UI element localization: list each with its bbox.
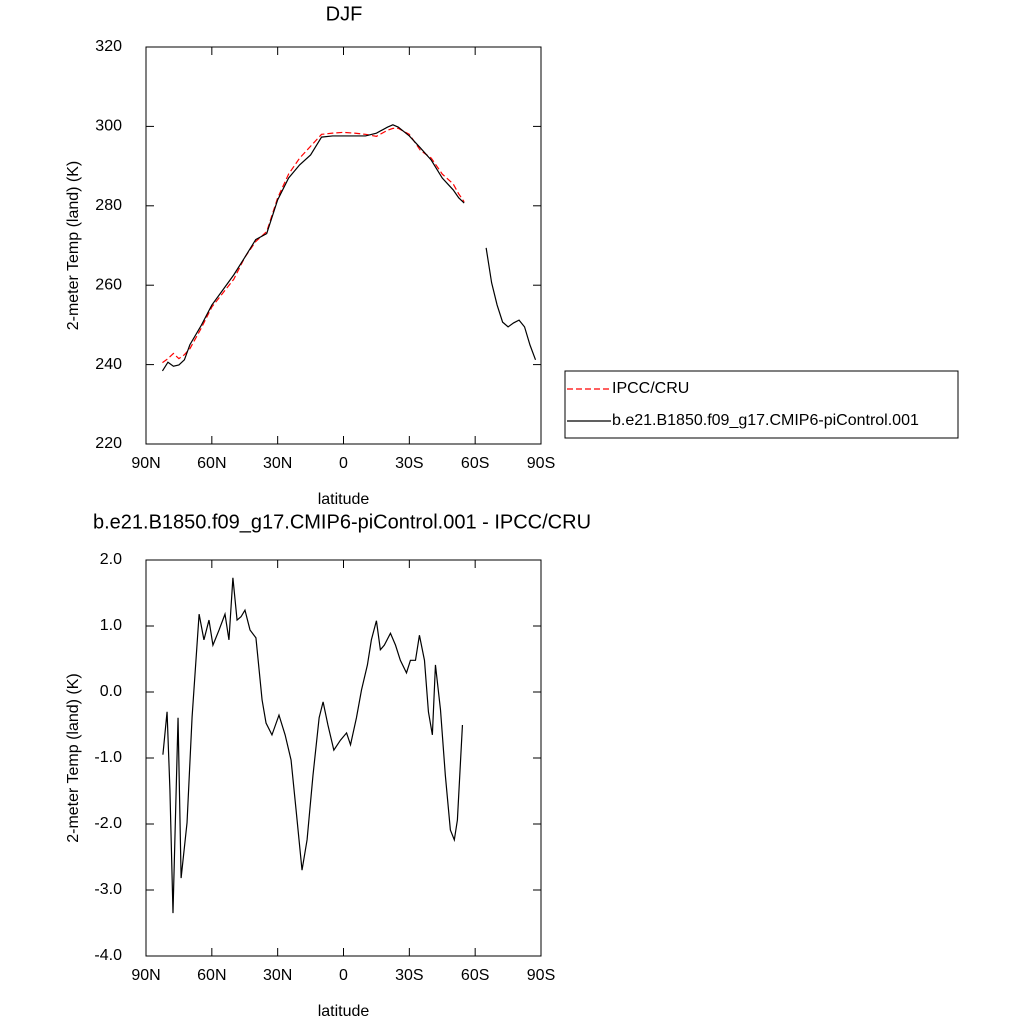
- x-tick-label: 60N: [197, 967, 226, 984]
- y-axis-label: 2-meter Temp (land) (K): [65, 673, 82, 843]
- x-tick-label: 30S: [395, 967, 423, 984]
- x-tick-label: 0: [339, 967, 348, 984]
- plot-frame: [145, 46, 542, 445]
- y-tick-label: 220: [95, 435, 122, 452]
- x-tick-label: 30N: [263, 967, 292, 984]
- x-axis-label: latitude: [318, 1003, 370, 1020]
- legend-label: b.e21.B1850.f09_g17.CMIP6-piControl.001: [612, 412, 919, 429]
- x-tick-label: 0: [339, 455, 348, 472]
- data-line: [162, 577, 464, 914]
- y-tick-label: -2.0: [94, 815, 122, 832]
- legend-box: [564, 370, 959, 439]
- x-tick-label: 60S: [461, 967, 489, 984]
- data-line: [485, 247, 537, 361]
- y-axis-label: 2-meter Temp (land) (K): [65, 161, 82, 331]
- legend-label: IPCC/CRU: [612, 380, 689, 397]
- y-tick-label: 240: [95, 356, 122, 373]
- y-tick-label: -4.0: [94, 947, 122, 964]
- chart-title: DJF: [326, 3, 363, 25]
- y-tick-label: 320: [95, 38, 122, 55]
- x-tick-label: 60N: [197, 455, 226, 472]
- x-tick-label: 90N: [131, 455, 160, 472]
- y-tick-label: 2.0: [100, 551, 122, 568]
- y-tick-label: -3.0: [94, 881, 122, 898]
- x-tick-label: 30S: [395, 455, 423, 472]
- chart-title: b.e21.B1850.f09_g17.CMIP6-piControl.001 …: [93, 511, 591, 533]
- x-tick-label: 90N: [131, 967, 160, 984]
- y-tick-label: -1.0: [94, 749, 122, 766]
- data-line: [162, 127, 465, 364]
- y-tick-label: 260: [95, 276, 122, 293]
- y-tick-label: 1.0: [100, 617, 122, 634]
- x-tick-label: 60S: [461, 455, 489, 472]
- x-tick-label: 90S: [527, 967, 555, 984]
- plot-frame: [145, 559, 542, 957]
- x-tick-label: 90S: [527, 455, 555, 472]
- data-line: [161, 124, 465, 372]
- y-tick-label: 280: [95, 197, 122, 214]
- y-tick-label: 300: [95, 118, 122, 135]
- y-tick-label: 0.0: [100, 683, 122, 700]
- x-axis-label: latitude: [318, 491, 370, 508]
- x-tick-label: 30N: [263, 455, 292, 472]
